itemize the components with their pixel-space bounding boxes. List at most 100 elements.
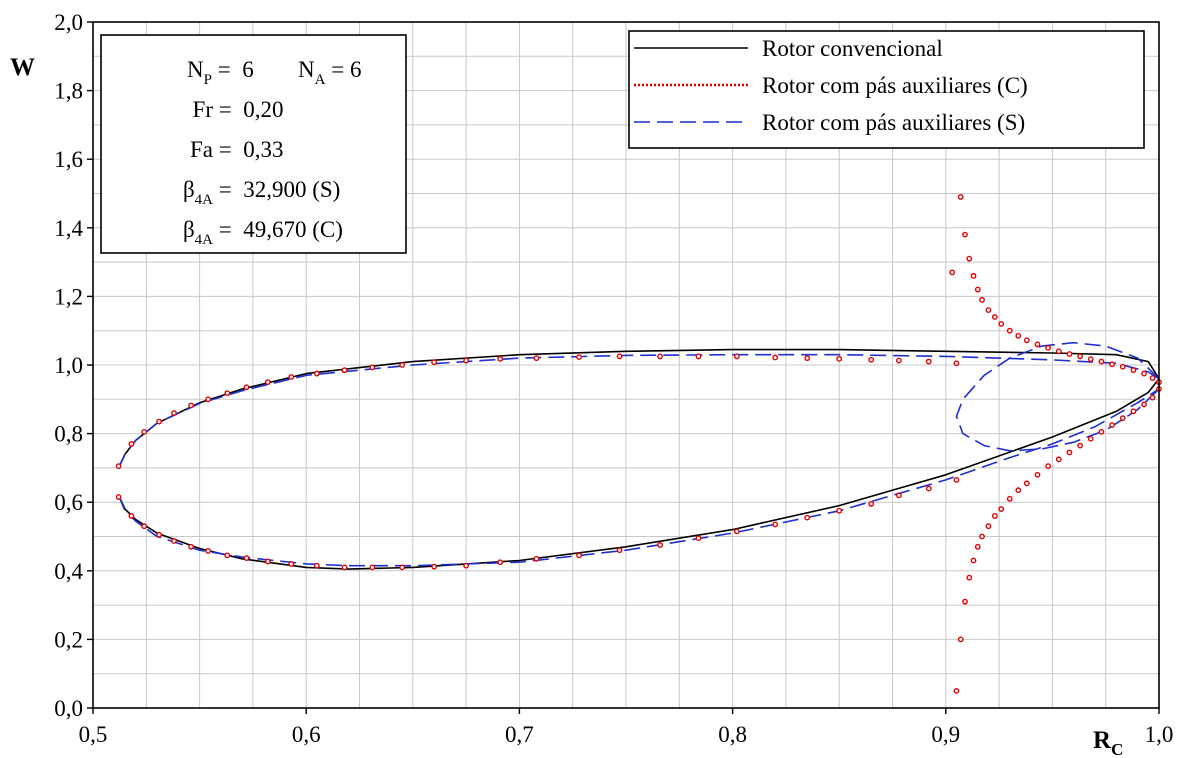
parameter-symbol: N bbox=[187, 57, 204, 82]
series-point bbox=[141, 523, 148, 530]
series-point bbox=[1141, 370, 1147, 377]
series-point bbox=[1045, 463, 1052, 470]
y-tick-label: 0,0 bbox=[54, 696, 83, 721]
series-point bbox=[497, 559, 504, 566]
series-point bbox=[1066, 449, 1073, 456]
parameters-frame bbox=[100, 34, 407, 254]
series-point bbox=[657, 353, 664, 360]
series-point bbox=[1149, 375, 1156, 381]
parameter-symbol: β bbox=[183, 177, 195, 202]
series-point bbox=[431, 563, 438, 570]
series-point bbox=[128, 513, 135, 519]
series-point bbox=[957, 636, 964, 643]
series-point bbox=[966, 255, 973, 262]
series-line-upper bbox=[117, 353, 1160, 469]
series-point bbox=[576, 354, 582, 361]
series-point bbox=[188, 543, 194, 550]
series-point bbox=[399, 564, 406, 571]
series-point bbox=[772, 354, 779, 361]
series-point bbox=[264, 558, 271, 565]
y-axis-title: W bbox=[10, 54, 35, 81]
series-point bbox=[1006, 495, 1013, 502]
parameter-symbol-2: N bbox=[298, 57, 315, 82]
series-point bbox=[953, 360, 960, 367]
y-tick-label: 1,8 bbox=[54, 79, 83, 104]
series-point bbox=[998, 506, 1005, 512]
parameter-subscript: 4A bbox=[195, 192, 214, 208]
series-point bbox=[205, 396, 212, 403]
series-point bbox=[1141, 401, 1147, 408]
series-point bbox=[243, 555, 250, 562]
series-point bbox=[979, 296, 985, 303]
series-point bbox=[974, 543, 981, 550]
x-tick-label: 0,7 bbox=[505, 722, 534, 747]
legend-frame bbox=[628, 30, 1145, 149]
series-point bbox=[695, 353, 702, 360]
series-point bbox=[985, 523, 992, 530]
series-point bbox=[1149, 394, 1156, 401]
series-point bbox=[205, 548, 212, 554]
series-point bbox=[399, 362, 406, 368]
parameter-label: NP bbox=[187, 57, 212, 88]
series-point bbox=[115, 463, 122, 470]
series-point bbox=[957, 194, 964, 200]
series-point bbox=[264, 379, 271, 386]
series-point bbox=[804, 514, 811, 521]
parameter-value-2: = 6 bbox=[325, 57, 361, 82]
series-point bbox=[1055, 348, 1062, 355]
parameter-value: = 32,900 (S) bbox=[213, 177, 340, 202]
series-point bbox=[804, 355, 811, 362]
series-point bbox=[970, 557, 977, 564]
series-point bbox=[341, 564, 348, 571]
y-tick-label: 0,2 bbox=[54, 627, 83, 652]
parameter-subscript: 4A bbox=[195, 232, 214, 248]
y-tick-label: 1,6 bbox=[54, 147, 83, 172]
x-tick-label: 0,6 bbox=[292, 722, 321, 747]
series-point bbox=[979, 533, 985, 540]
series-point bbox=[1034, 471, 1041, 478]
series-point bbox=[313, 370, 320, 377]
series-point bbox=[1109, 422, 1115, 428]
series-point bbox=[1109, 361, 1115, 368]
series-point bbox=[141, 428, 148, 435]
series-point bbox=[970, 272, 977, 279]
series-point bbox=[188, 402, 194, 409]
series-point bbox=[156, 531, 162, 538]
x-axis-title-main: R bbox=[1093, 727, 1112, 754]
y-tick-label: 2,0 bbox=[54, 10, 83, 35]
series-point bbox=[772, 521, 779, 528]
series-group bbox=[115, 194, 1162, 694]
series-point bbox=[1130, 408, 1137, 415]
series-point bbox=[974, 286, 981, 293]
series-point bbox=[985, 307, 992, 314]
series-point bbox=[962, 598, 968, 605]
x-axis-title-sub: C bbox=[1111, 740, 1123, 758]
x-axis-title: RC bbox=[1093, 727, 1123, 758]
y-tick-label: 1,4 bbox=[54, 216, 83, 241]
legend: Rotor convencional Rotor com pás auxiliar… bbox=[628, 30, 1145, 149]
series-point bbox=[1119, 415, 1126, 422]
y-tick-label: 0,6 bbox=[54, 490, 83, 515]
series-point bbox=[288, 561, 295, 567]
series-point bbox=[991, 513, 998, 519]
series-point bbox=[115, 494, 122, 500]
series-point bbox=[1023, 337, 1030, 344]
series-point bbox=[966, 574, 973, 581]
y-tick-label: 1,2 bbox=[54, 284, 83, 309]
series-point bbox=[313, 562, 320, 569]
legend-label: Rotor com pás auxiliares (S) bbox=[762, 110, 1025, 135]
series-point bbox=[533, 555, 540, 562]
parameter-value: = 49,670 (C) bbox=[213, 217, 343, 242]
series-point bbox=[341, 367, 348, 374]
legend-label: Rotor com pás auxiliares (C) bbox=[762, 73, 1028, 98]
series-point bbox=[616, 353, 623, 360]
series-point bbox=[695, 535, 702, 542]
x-tick-label: 0,8 bbox=[718, 722, 747, 747]
series-point bbox=[1098, 428, 1105, 435]
legend-label: Rotor convencional bbox=[762, 36, 943, 61]
x-tick-label: 0,9 bbox=[931, 722, 960, 747]
series-point bbox=[1066, 351, 1073, 357]
parameter-symbol: Fr bbox=[193, 97, 214, 122]
